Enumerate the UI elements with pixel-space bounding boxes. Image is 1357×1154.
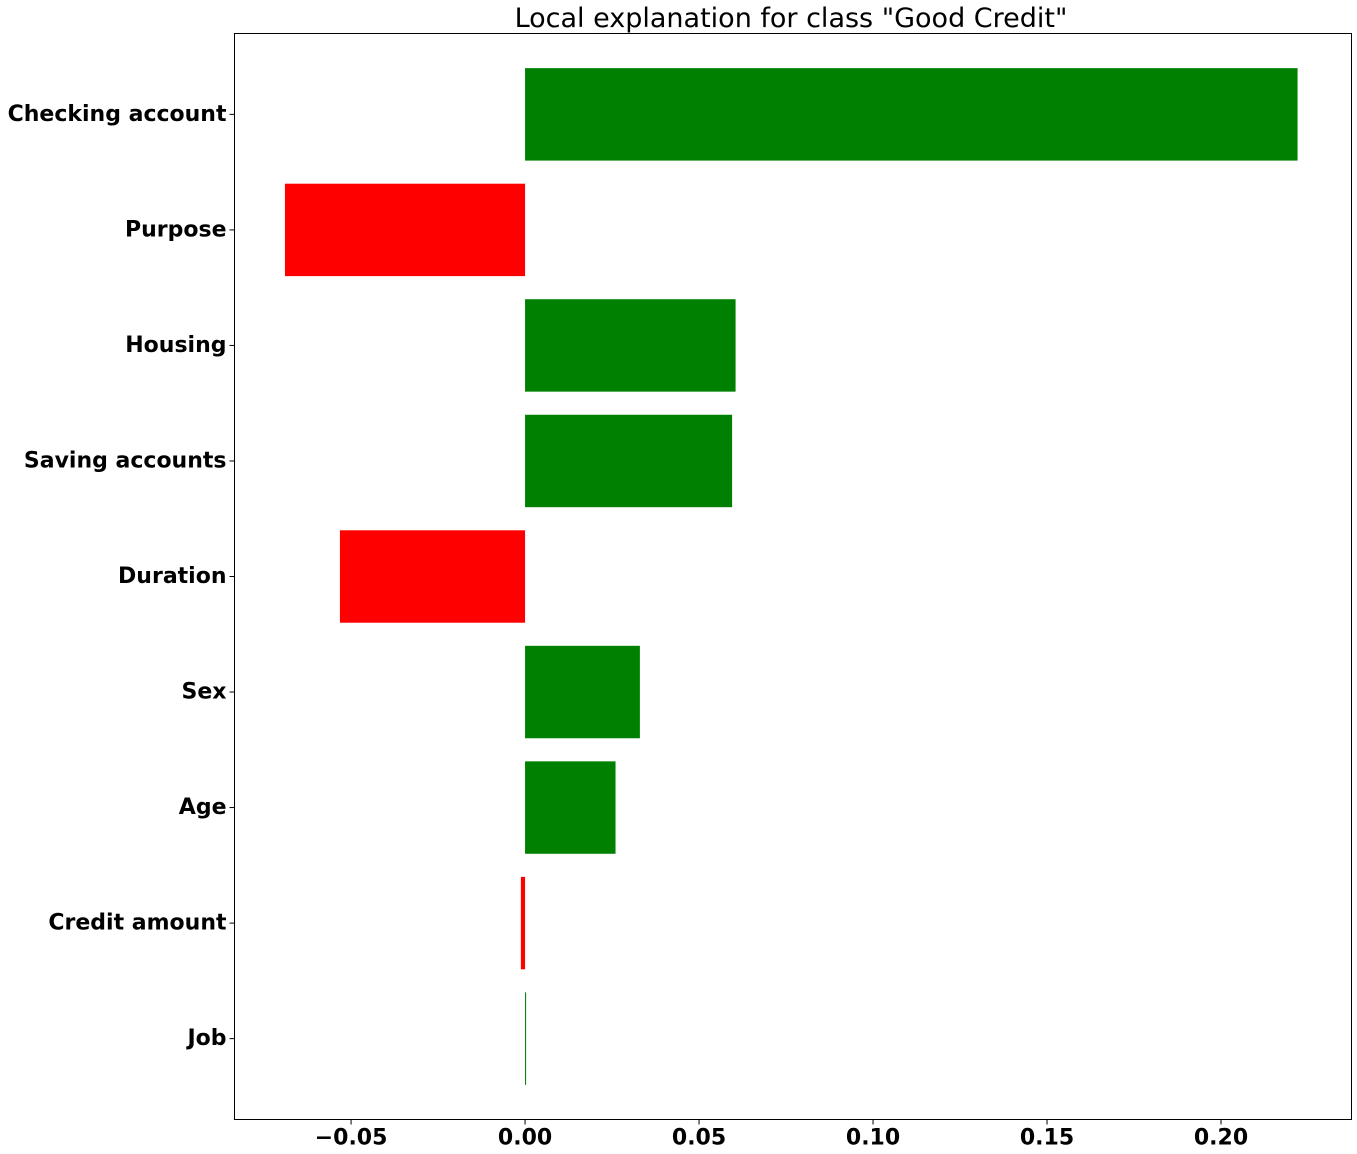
bar-job xyxy=(525,992,527,1085)
y-tick-label: Credit amount xyxy=(48,911,227,936)
y-tick-label: Checking account xyxy=(8,102,227,127)
y-tick-label: Purpose xyxy=(125,217,227,242)
plot-frame xyxy=(234,33,1352,1120)
y-tick-label: Housing xyxy=(125,333,226,358)
y-axis: Checking account Purpose Housing Saving acc… xyxy=(8,102,235,1051)
bar-credit-amount xyxy=(520,876,526,970)
x-tick-label: 0.10 xyxy=(846,1126,900,1151)
bar-housing xyxy=(525,299,736,392)
bar-sex xyxy=(525,645,640,739)
bar-checking-account xyxy=(525,68,1298,161)
x-tick-label: 0.20 xyxy=(1194,1126,1248,1151)
bars-group xyxy=(284,68,1298,1085)
x-axis: −0.05 0.00 0.05 0.10 0.15 0.20 xyxy=(315,1119,1248,1151)
x-tick-label: 0.05 xyxy=(672,1126,726,1151)
bar-purpose xyxy=(284,183,526,277)
bar-duration xyxy=(339,530,526,623)
y-tick-label: Duration xyxy=(118,564,226,589)
y-tick-label: Job xyxy=(185,1026,226,1051)
x-tick-label: 0.15 xyxy=(1020,1126,1074,1151)
bar-saving-accounts xyxy=(525,414,733,508)
x-tick-label: 0.00 xyxy=(498,1126,552,1151)
bar-age xyxy=(525,761,616,854)
y-tick-label: Sex xyxy=(182,680,227,705)
y-tick-label: Saving accounts xyxy=(24,448,227,473)
y-tick-label: Age xyxy=(179,795,227,820)
x-tick-label: −0.05 xyxy=(315,1126,388,1151)
chart-title: Local explanation for class "Good Credit… xyxy=(515,3,1068,34)
